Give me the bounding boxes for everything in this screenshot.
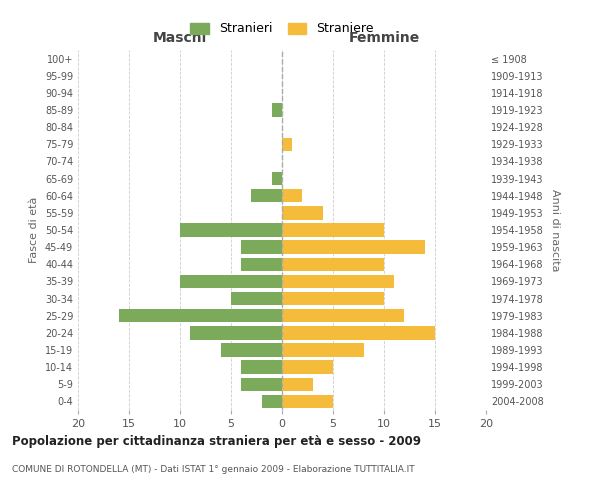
Bar — [282, 360, 333, 374]
Bar — [282, 378, 313, 391]
Bar — [241, 258, 282, 271]
Y-axis label: Anni di nascita: Anni di nascita — [550, 188, 560, 271]
Bar — [272, 104, 282, 117]
Bar — [241, 240, 282, 254]
Bar — [282, 206, 323, 220]
Y-axis label: Fasce di età: Fasce di età — [29, 197, 39, 263]
Bar — [119, 309, 282, 322]
Bar — [180, 274, 282, 288]
Bar — [282, 344, 364, 356]
Bar — [282, 292, 384, 306]
Bar — [241, 378, 282, 391]
Bar — [282, 224, 384, 236]
Bar — [282, 138, 292, 151]
Text: Maschi: Maschi — [153, 31, 207, 45]
Text: Femmine: Femmine — [349, 31, 419, 45]
Bar — [282, 258, 384, 271]
Bar — [241, 360, 282, 374]
Text: Popolazione per cittadinanza straniera per età e sesso - 2009: Popolazione per cittadinanza straniera p… — [12, 435, 421, 448]
Bar — [282, 394, 333, 408]
Bar — [221, 344, 282, 356]
Bar — [282, 189, 302, 202]
Bar — [231, 292, 282, 306]
Bar — [282, 274, 394, 288]
Bar — [282, 326, 435, 340]
Legend: Stranieri, Straniere: Stranieri, Straniere — [184, 16, 380, 42]
Bar — [282, 309, 404, 322]
Bar — [190, 326, 282, 340]
Bar — [282, 240, 425, 254]
Bar — [272, 172, 282, 186]
Bar — [262, 394, 282, 408]
Bar — [251, 189, 282, 202]
Text: COMUNE DI ROTONDELLA (MT) - Dati ISTAT 1° gennaio 2009 - Elaborazione TUTTITALIA: COMUNE DI ROTONDELLA (MT) - Dati ISTAT 1… — [12, 465, 415, 474]
Bar — [180, 224, 282, 236]
